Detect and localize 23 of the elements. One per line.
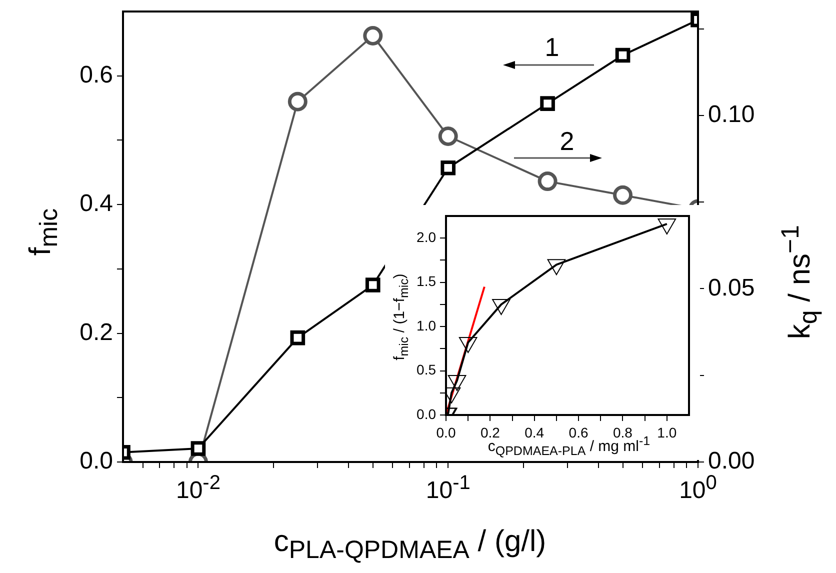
annotation: 2: [560, 126, 574, 156]
y-tick-label: 0.5: [416, 362, 436, 378]
x-tick-label: 0.4: [524, 424, 544, 440]
y-tick-label: 1.5: [416, 273, 436, 290]
y2-tick-label: 0.10: [708, 101, 755, 128]
y-tick-label: 0.0: [416, 406, 436, 422]
annotation: 1: [544, 32, 560, 62]
x-tick-label: 10$^{-2}$: [176, 472, 220, 504]
x-tick-label: 10$^{-1}$: [426, 472, 470, 504]
y-tick-label: 2.0: [416, 228, 436, 245]
y2-tick-label: 0.00: [708, 448, 755, 475]
x-tick-label: 0.0: [436, 424, 456, 440]
y-tick-label: 0.2: [80, 318, 113, 346]
y-tick-label: 0.4: [80, 190, 113, 218]
y2-tick-label: 0.05: [708, 274, 755, 302]
x-tick-label: 10$^{0}$: [679, 472, 717, 504]
y-tick-label: 0.6: [80, 61, 113, 88]
x-tick-label: 1.0: [657, 424, 677, 440]
x-tick-label: 0.6: [568, 424, 588, 440]
x-tick-label: 0.8: [612, 424, 633, 440]
y-tick-label: 1.0: [416, 317, 436, 334]
x-axis-title: c$_{PLA-QPDMAEA}$ / (g/l): [274, 525, 546, 564]
y-tick-label: 0.0: [80, 448, 113, 475]
